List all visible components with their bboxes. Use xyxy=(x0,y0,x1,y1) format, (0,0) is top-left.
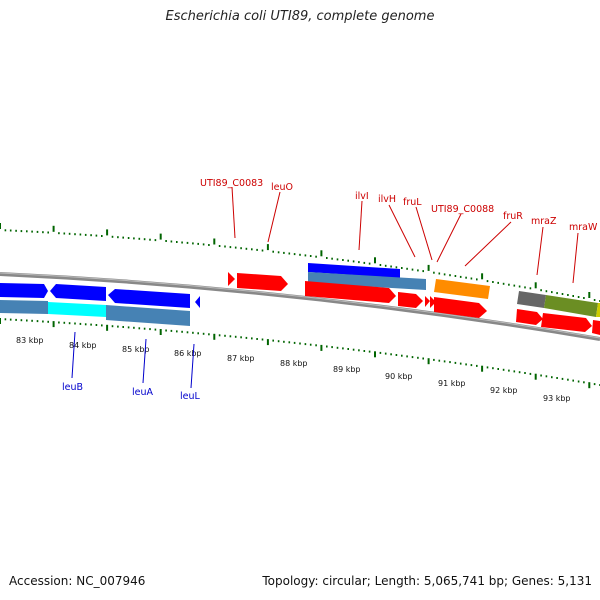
cyan-feature-bar[interactable] xyxy=(48,302,106,317)
scale-label: 93 kbp xyxy=(543,394,571,403)
map-title: Escherichia coli UTI89, complete genome xyxy=(165,9,435,24)
scale-label: 85 kbp xyxy=(122,345,150,354)
upper-gene-labels: UTI89_C0083 leuO ilvI ilvH fruL UTI89_C0… xyxy=(200,178,598,284)
leader-line xyxy=(142,338,147,384)
small-forward-arrow[interactable] xyxy=(430,296,436,308)
forward-cds-arrow[interactable] xyxy=(237,273,288,291)
small-forward-arrow[interactable] xyxy=(425,296,430,307)
leader-line xyxy=(436,213,462,263)
gray-feature-bar[interactable] xyxy=(517,291,546,308)
forward-cds-arrow[interactable] xyxy=(592,320,600,335)
outer-ticks xyxy=(0,223,600,302)
gene-label-fruL[interactable]: fruL xyxy=(403,197,422,208)
scale-label: 90 kbp xyxy=(385,372,413,381)
lower-gene-labels: leuB leuA leuL xyxy=(62,331,201,402)
inner-ticks xyxy=(0,318,600,389)
forward-cds-arrow[interactable] xyxy=(541,313,592,332)
forward-cds-arrow[interactable] xyxy=(434,297,487,318)
leader-line xyxy=(388,204,416,258)
scale-label: 87 kbp xyxy=(227,354,255,363)
leader-line xyxy=(71,331,76,379)
gene-label-mraW[interactable]: mraW xyxy=(569,222,598,233)
leader-line xyxy=(536,226,544,276)
reverse-cds-top[interactable] xyxy=(308,263,400,278)
leader-line xyxy=(572,232,579,284)
forward-cds-arrow[interactable] xyxy=(398,292,423,308)
olive-feature-bar[interactable] xyxy=(544,295,598,317)
reverse-rna-bar[interactable] xyxy=(0,300,48,314)
gene-label-ilvH[interactable]: ilvH xyxy=(378,194,396,205)
yellow-feature-bar[interactable] xyxy=(596,303,600,317)
scale-label: 92 kbp xyxy=(490,386,518,395)
gene-label-leuA[interactable]: leuA xyxy=(132,387,154,398)
small-forward-arrow[interactable] xyxy=(228,272,235,286)
scale-label: 89 kbp xyxy=(333,365,361,374)
reverse-cds-arrow[interactable] xyxy=(50,284,106,301)
leader-line xyxy=(267,191,281,243)
orange-feature-bar[interactable] xyxy=(434,279,490,299)
leader-line xyxy=(231,186,236,239)
scale-label: 84 kbp xyxy=(69,341,97,350)
scale-label: 86 kbp xyxy=(174,349,202,358)
gene-label-UTI89_C0083[interactable]: UTI89_C0083 xyxy=(200,178,263,189)
leader-line xyxy=(415,206,433,261)
scale-labels: 83 kbp 84 kbp 85 kbp 86 kbp 87 kbp 88 kb… xyxy=(16,336,571,403)
gene-label-leuL[interactable]: leuL xyxy=(180,391,201,402)
reverse-cds-arrow[interactable] xyxy=(0,283,48,298)
genome-backbone-highlight xyxy=(0,272,600,339)
accession-label: Accession: NC_007946 xyxy=(9,574,146,588)
forward-cds-arrow[interactable] xyxy=(516,309,543,325)
leader-line xyxy=(464,221,512,267)
gene-label-leuO[interactable]: leuO xyxy=(271,182,293,193)
genome-backbone xyxy=(0,272,600,341)
gene-label-UTI89_C0088[interactable]: UTI89_C0088 xyxy=(431,204,494,215)
gene-label-mraZ[interactable]: mraZ xyxy=(531,216,557,227)
reverse-rna-bar[interactable] xyxy=(106,305,190,326)
reverse-cds-arrow[interactable] xyxy=(108,289,190,308)
leuL-arrow[interactable] xyxy=(195,296,200,308)
scale-label: 91 kbp xyxy=(438,379,466,388)
forward-cds-arrow[interactable] xyxy=(305,281,396,303)
gene-label-fruR[interactable]: fruR xyxy=(503,211,523,222)
topology-label: Topology: circular; Length: 5,065,741 bp… xyxy=(262,574,592,588)
gene-label-leuB[interactable]: leuB xyxy=(62,382,83,393)
reverse-rna-top[interactable] xyxy=(308,272,426,290)
leader-line xyxy=(358,200,363,251)
leader-line xyxy=(190,343,195,389)
forward-feature-group xyxy=(228,263,600,335)
gene-label-ilvI[interactable]: ilvI xyxy=(355,191,369,202)
reverse-feature-group-left xyxy=(0,283,200,326)
scale-label: 83 kbp xyxy=(16,336,44,345)
scale-label: 88 kbp xyxy=(280,359,308,368)
